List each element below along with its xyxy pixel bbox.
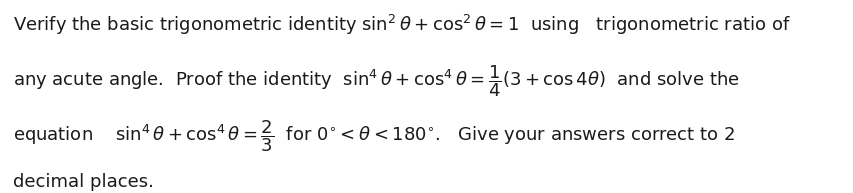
Text: any acute angle.  Proof the identity  $\mathrm{sin}^{4}\,\theta+\mathrm{cos}^{4}: any acute angle. Proof the identity $\ma… <box>13 63 739 99</box>
Text: equation    $\mathrm{sin}^{4}\,\theta+\mathrm{cos}^{4}\,\theta=\dfrac{2}{3}$  fo: equation $\mathrm{sin}^{4}\,\theta+\math… <box>13 118 734 154</box>
Text: decimal places.: decimal places. <box>13 173 154 191</box>
Text: Verify the basic trigonometric identity $\mathrm{sin}^{2}\,\theta+\mathrm{cos}^{: Verify the basic trigonometric identity … <box>13 13 790 37</box>
